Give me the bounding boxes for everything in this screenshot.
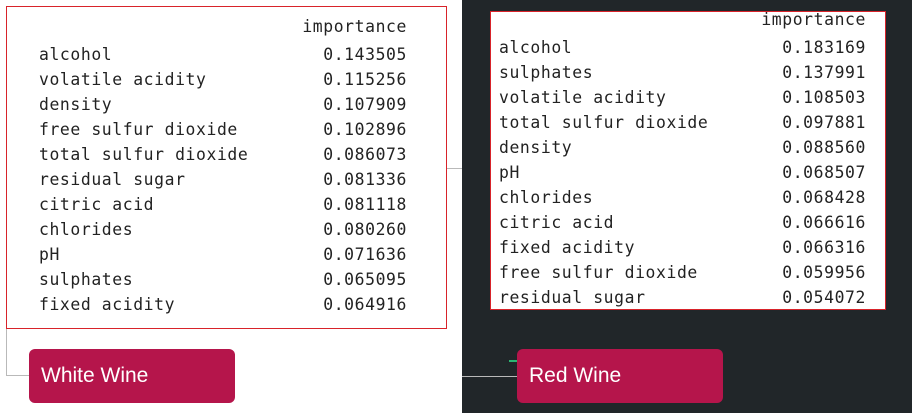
table-row: sulphates 0.065095: [39, 267, 407, 292]
importance-value: 0.065095: [323, 270, 407, 289]
feature-name: residual sugar: [499, 288, 646, 307]
table-row: fixed acidity 0.066316: [499, 235, 866, 260]
white-wine-table-box: [6, 6, 447, 329]
feature-name: volatile acidity: [39, 70, 207, 89]
column-header: importance: [302, 17, 407, 36]
feature-name: sulphates: [499, 63, 594, 82]
feature-name: density: [499, 138, 573, 157]
feature-name: total sulfur dioxide: [39, 145, 249, 164]
table-row: fixed acidity 0.064916: [39, 292, 407, 317]
feature-name: alcohol: [39, 45, 113, 64]
importance-value: 0.088560: [782, 138, 866, 157]
importance-value: 0.068428: [782, 188, 866, 207]
table-row: pH 0.068507: [499, 160, 866, 185]
feature-name: sulphates: [39, 270, 134, 289]
importance-value: 0.097881: [782, 113, 866, 132]
importance-value: 0.054072: [782, 288, 866, 307]
feature-name: pH: [499, 163, 520, 182]
feature-name: density: [39, 95, 113, 114]
white-connector-vertical: [6, 329, 7, 375]
mid-connector: [447, 168, 462, 169]
importance-value: 0.143505: [323, 45, 407, 64]
white-connector-horizontal: [6, 375, 29, 376]
feature-name: free sulfur dioxide: [39, 120, 238, 139]
feature-name: fixed acidity: [39, 295, 176, 314]
table-row: citric acid 0.066616: [499, 210, 866, 235]
importance-value: 0.066616: [782, 213, 866, 232]
feature-name: volatile acidity: [499, 88, 667, 107]
table-row: alcohol 0.183169: [499, 35, 866, 60]
table-row: total sulfur dioxide 0.097881: [499, 110, 866, 135]
table-row: density 0.107909: [39, 92, 407, 117]
importance-value: 0.183169: [782, 38, 866, 57]
table-row: free sulfur dioxide 0.059956: [499, 260, 866, 285]
table-row: total sulfur dioxide 0.086073: [39, 142, 407, 167]
red-wine-label: Red Wine: [517, 349, 723, 403]
table-row: free sulfur dioxide 0.102896: [39, 117, 407, 142]
table-row: residual sugar 0.081336: [39, 167, 407, 192]
accent-line: [509, 360, 517, 362]
importance-value: 0.102896: [323, 120, 407, 139]
importance-value: 0.080260: [323, 220, 407, 239]
red-connector-horizontal: [462, 376, 517, 377]
importance-value: 0.068507: [782, 163, 866, 182]
feature-name: citric acid: [499, 213, 615, 232]
feature-name: free sulfur dioxide: [499, 263, 698, 282]
table-row: residual sugar 0.054072: [499, 285, 866, 310]
table-row: sulphates 0.137991: [499, 60, 866, 85]
feature-name: alcohol: [499, 38, 573, 57]
feature-name: chlorides: [499, 188, 594, 207]
feature-name: total sulfur dioxide: [499, 113, 709, 132]
feature-name: fixed acidity: [499, 238, 636, 257]
importance-value: 0.059956: [782, 263, 866, 282]
importance-value: 0.108503: [782, 88, 866, 107]
importance-value: 0.115256: [323, 70, 407, 89]
importance-value: 0.066316: [782, 238, 866, 257]
feature-name: pH: [39, 245, 60, 264]
importance-value: 0.107909: [323, 95, 407, 114]
table-row: alcohol 0.143505: [39, 42, 407, 67]
importance-value: 0.081118: [323, 195, 407, 214]
table-row: chlorides 0.080260: [39, 217, 407, 242]
importance-value: 0.086073: [323, 145, 407, 164]
column-header: importance: [761, 10, 866, 29]
importance-value: 0.064916: [323, 295, 407, 314]
importance-value: 0.071636: [323, 245, 407, 264]
table-row: volatile acidity 0.115256: [39, 67, 407, 92]
white-wine-label: White Wine: [29, 349, 235, 403]
feature-name: citric acid: [39, 195, 155, 214]
importance-value: 0.081336: [323, 170, 407, 189]
red-wine-table-box: [490, 11, 886, 310]
table-row: pH 0.071636: [39, 242, 407, 267]
table-row: chlorides 0.068428: [499, 185, 866, 210]
table-row: density 0.088560: [499, 135, 866, 160]
table-row: citric acid 0.081118: [39, 192, 407, 217]
feature-name: chlorides: [39, 220, 134, 239]
table-row: volatile acidity 0.108503: [499, 85, 866, 110]
feature-name: residual sugar: [39, 170, 186, 189]
importance-value: 0.137991: [782, 63, 866, 82]
